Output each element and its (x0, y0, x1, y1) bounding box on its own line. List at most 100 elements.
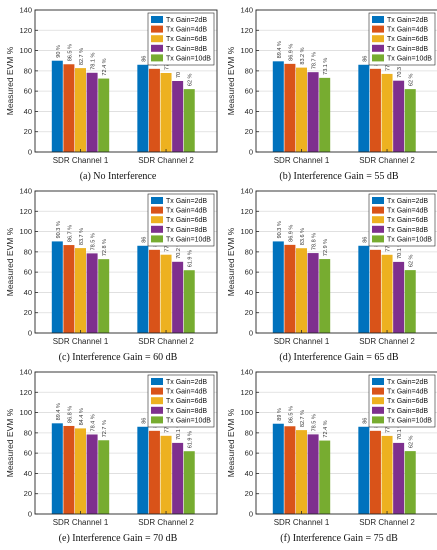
bar-ch1-series-3 (75, 68, 86, 152)
bar-ch2-series-1 (358, 245, 370, 333)
bar-ch2-series-3 (160, 435, 172, 514)
legend-entry: Tx Gain=8dB (387, 408, 428, 415)
chart-panel-5: 0 20 40 60 80 100 120 140 89.4 % 86.8 % 84.4 % 78.4… (5, 368, 218, 544)
legend-entry: Tx Gain=4dB (166, 208, 207, 215)
x-tick-label: SDR Channel 2 (359, 337, 415, 346)
legend-entry: Tx Gain=6dB (166, 36, 207, 43)
data-label: 70.1 % (176, 423, 182, 440)
legend-swatch (151, 235, 163, 243)
bar-ch1-series-1 (272, 423, 284, 514)
bar-ch2-series-5 (183, 451, 195, 514)
legend-swatch (372, 44, 384, 52)
legend: Tx Gain=2dB Tx Gain=4dB Tx Gain=6dB Tx Gain… (147, 12, 215, 66)
bar-ch2-series-4 (393, 261, 405, 333)
bar-ch2-series-1 (137, 245, 149, 333)
chart-panel-4: 0 20 40 60 80 100 120 140 90.3 % 86.9 % 83.6 % 78.8… (226, 187, 437, 363)
y-tick-label: 20 (245, 308, 253, 317)
y-tick-label: 120 (240, 207, 253, 216)
bar-ch2-series-3 (381, 73, 393, 152)
y-tick-label: 60 (24, 449, 32, 458)
bar-ch1-series-3 (296, 430, 307, 514)
figure-caption: (b) Interference Gain = 55 dB (279, 171, 399, 182)
bar-ch2-series-4 (393, 80, 405, 152)
data-label: 90.3 % (56, 221, 62, 238)
legend-swatch (151, 25, 163, 33)
bar-ch1-series-3 (75, 428, 86, 514)
y-tick-label: 0 (249, 510, 253, 519)
bar-ch2-series-4 (172, 81, 184, 152)
bar-ch2-series-5 (404, 89, 416, 152)
bar-ch2-series-5 (404, 451, 416, 514)
legend-swatch (372, 35, 384, 43)
bar-ch1-series-4 (307, 72, 319, 152)
legend-swatch (151, 44, 163, 52)
x-tick-label: SDR Channel 1 (53, 337, 109, 346)
data-label: 72.7 % (102, 420, 108, 437)
x-tick-label: SDR Channel 1 (53, 156, 109, 165)
y-tick-label: 20 (245, 489, 253, 498)
bar-ch1-series-5 (319, 440, 331, 514)
data-label: 70.3 % (397, 60, 403, 77)
legend-swatch (372, 206, 384, 214)
legend-entry: Tx Gain=2dB (387, 17, 428, 24)
bar-ch2-series-4 (172, 261, 184, 333)
data-label: 86 (141, 56, 147, 62)
bar-ch1-series-5 (98, 440, 110, 514)
bar-ch2-series-2 (369, 68, 381, 152)
y-axis-label: Measured EVM % (5, 46, 15, 115)
data-label: 72.4 % (102, 58, 108, 75)
legend-entry: Tx Gain=4dB (166, 27, 207, 34)
legend-entry: Tx Gain=6dB (387, 217, 428, 224)
bar-ch1-series-3 (296, 248, 307, 333)
y-tick-label: 60 (245, 87, 253, 96)
legend-entry: Tx Gain=10dB (166, 236, 211, 243)
data-label: 70 (176, 72, 182, 78)
data-label: 78.5 % (312, 414, 318, 431)
legend-entry: Tx Gain=4dB (166, 389, 207, 396)
y-tick-label: 80 (24, 66, 32, 75)
bar-ch1-series-2 (284, 426, 296, 514)
data-label: 78.8 % (312, 233, 318, 250)
figure-caption: (c) Interference Gain = 60 dB (59, 352, 178, 363)
chart-panel-3: 0 20 40 60 80 100 120 140 90.3 % 86.7 % 83.7 % 78.5… (5, 187, 218, 363)
legend-entry: Tx Gain=8dB (166, 46, 207, 53)
y-tick-label: 40 (245, 469, 253, 478)
y-tick-label: 80 (245, 66, 253, 75)
legend-swatch (372, 378, 384, 385)
legend-entry: Tx Gain=6dB (387, 398, 428, 405)
data-label: 62 % (409, 254, 415, 267)
axes-box (34, 371, 218, 515)
legend: Tx Gain=2dB Tx Gain=4dB Tx Gain=6dB Tx Gain… (368, 12, 436, 66)
legend-entry: Tx Gain=4dB (387, 389, 428, 396)
bar-ch2-series-4 (393, 442, 405, 514)
bar-ch2-series-2 (369, 430, 381, 514)
data-label: 61.9 % (188, 250, 194, 267)
x-tick-label: SDR Channel 2 (138, 518, 194, 527)
data-label: 86.9 % (288, 225, 294, 242)
x-tick-label: SDR Channel 1 (274, 518, 330, 527)
legend-swatch (372, 406, 384, 414)
y-tick-label: 0 (249, 148, 253, 157)
bar-ch1-series-4 (307, 253, 319, 333)
x-tick-label: SDR Channel 1 (274, 156, 330, 165)
y-tick-label: 60 (245, 449, 253, 458)
y-tick-label: 100 (19, 46, 32, 55)
legend-swatch (372, 235, 384, 243)
data-label: 77.2 (165, 241, 171, 252)
legend-swatch (151, 206, 163, 214)
bar-ch1-series-2 (284, 63, 296, 153)
x-tick-label: SDR Channel 2 (359, 518, 415, 527)
data-label: 90.3 % (277, 221, 283, 238)
y-tick-label: 120 (240, 26, 253, 35)
y-tick-label: 100 (240, 408, 253, 417)
bar-ch1-series-5 (319, 77, 331, 152)
legend-entry: Tx Gain=2dB (387, 198, 428, 205)
data-label: 84.4 % (79, 408, 85, 425)
legend-entry: Tx Gain=8dB (166, 408, 207, 415)
bar-ch1-series-1 (51, 60, 63, 152)
y-tick-label: 120 (19, 388, 32, 397)
data-label: 82.7 % (79, 48, 85, 65)
legend: Tx Gain=2dB Tx Gain=4dB Tx Gain=6dB Tx Gain… (368, 374, 436, 428)
bar-ch2-series-1 (137, 426, 149, 514)
y-tick-label: 140 (19, 6, 32, 15)
